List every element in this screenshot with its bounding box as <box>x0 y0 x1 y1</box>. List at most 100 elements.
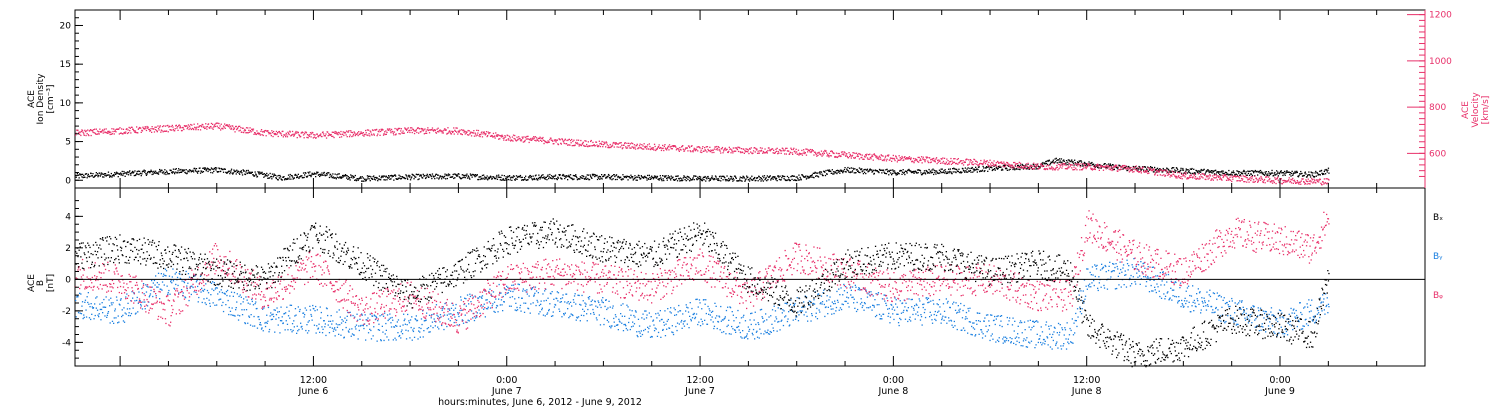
velocity-point <box>204 127 206 129</box>
velocity-point <box>151 126 153 128</box>
by-point <box>112 302 114 304</box>
velocity-point <box>691 145 693 147</box>
velocity-point <box>990 165 992 167</box>
velocity-point <box>590 140 592 143</box>
density-point <box>911 171 913 174</box>
velocity-point <box>1257 180 1259 182</box>
velocity-point <box>1039 166 1041 168</box>
velocity-point <box>157 127 160 130</box>
density-point <box>872 169 874 171</box>
velocity-point <box>462 129 465 131</box>
velocity-point <box>168 125 171 127</box>
velocity-point <box>1242 175 1244 177</box>
velocity-point <box>699 147 701 149</box>
by-point <box>268 328 271 331</box>
by-point <box>90 303 92 305</box>
velocity-point <box>843 151 846 153</box>
density-point <box>978 166 980 168</box>
velocity-point <box>889 159 891 161</box>
by-point <box>361 314 363 316</box>
velocity-point <box>191 124 193 126</box>
by-point <box>152 282 154 284</box>
velocity-point <box>1077 163 1079 165</box>
by-point <box>342 320 344 322</box>
density-point <box>233 169 235 171</box>
velocity-point <box>836 156 839 159</box>
velocity-point <box>969 161 971 163</box>
velocity-point <box>1003 163 1006 165</box>
velocity-point <box>575 141 577 144</box>
density-point <box>286 178 289 180</box>
by-point <box>94 314 96 317</box>
by-point <box>92 307 94 309</box>
velocity-point <box>972 161 974 163</box>
density-point <box>1212 171 1214 173</box>
density-point <box>1044 162 1046 164</box>
density-point <box>409 179 412 181</box>
velocity-point <box>896 161 898 163</box>
by-point <box>247 322 249 324</box>
velocity-point <box>454 129 456 131</box>
density-point <box>648 174 650 176</box>
density-point <box>672 178 675 181</box>
velocity-point <box>450 133 453 135</box>
velocity-point <box>1032 168 1034 170</box>
density-point <box>456 174 458 176</box>
density-point <box>852 167 854 169</box>
by-point <box>158 283 160 286</box>
velocity-point <box>577 139 580 141</box>
velocity-point <box>1158 171 1160 173</box>
velocity-point <box>957 163 959 165</box>
density-point <box>502 178 504 180</box>
density-point <box>663 175 665 177</box>
density-point <box>1264 171 1266 173</box>
density-point <box>652 178 655 180</box>
velocity-point <box>1254 180 1256 183</box>
velocity-point <box>516 136 518 138</box>
velocity-point <box>696 146 698 148</box>
velocity-point <box>1304 182 1306 185</box>
density-point <box>912 170 915 173</box>
velocity-point <box>159 126 161 128</box>
velocity-point <box>403 132 405 134</box>
density-point <box>1314 172 1316 174</box>
by-point <box>376 340 378 342</box>
velocity-point <box>678 150 680 152</box>
density-point <box>774 176 776 178</box>
velocity-point <box>526 138 528 140</box>
velocity-point <box>323 133 325 135</box>
velocity-point <box>479 133 481 136</box>
density-point <box>245 169 248 172</box>
by-point <box>224 293 226 295</box>
velocity-point <box>441 132 443 134</box>
by-point <box>214 288 217 290</box>
density-point <box>935 173 937 175</box>
density-point <box>1298 174 1300 177</box>
velocity-point <box>1194 175 1197 178</box>
velocity-point <box>1105 165 1107 167</box>
by-point <box>213 282 215 284</box>
velocity-point <box>200 125 202 127</box>
density-point <box>165 170 168 172</box>
density-point <box>1196 170 1198 172</box>
velocity-point <box>1055 168 1057 170</box>
density-point <box>891 174 893 176</box>
density-point <box>148 171 150 173</box>
density-point <box>952 171 954 173</box>
density-point <box>1219 173 1221 176</box>
velocity-point <box>187 124 190 126</box>
by-point <box>94 303 96 305</box>
velocity-point <box>894 159 896 162</box>
velocity-point <box>151 131 153 133</box>
velocity-point <box>994 165 996 167</box>
velocity-point <box>883 159 885 162</box>
velocity-point <box>1165 169 1167 171</box>
density-point <box>610 177 612 179</box>
density-point <box>1223 173 1225 175</box>
velocity-point <box>1104 166 1106 168</box>
density-point <box>1256 170 1258 172</box>
density-point <box>745 178 747 180</box>
velocity-point <box>968 163 970 165</box>
velocity-point <box>920 159 922 161</box>
density-point <box>231 172 233 174</box>
